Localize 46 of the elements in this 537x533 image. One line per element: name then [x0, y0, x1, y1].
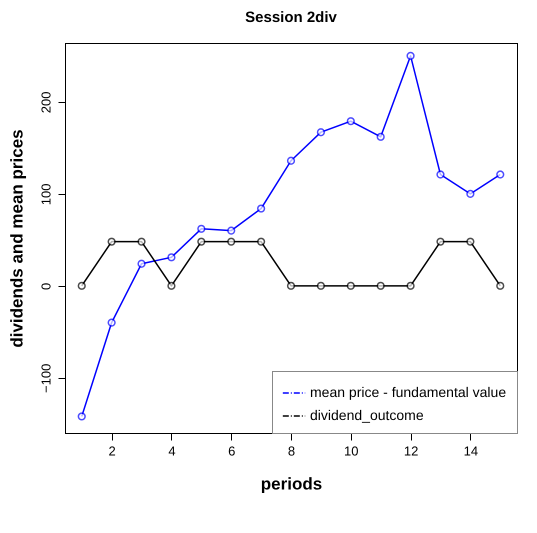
x-tick-label: 12 — [404, 444, 418, 458]
point — [167, 253, 176, 262]
point — [167, 282, 176, 290]
point — [406, 52, 415, 60]
point — [376, 132, 385, 141]
point — [197, 238, 206, 246]
point — [436, 170, 445, 179]
point — [346, 117, 355, 126]
point — [78, 412, 86, 421]
point — [257, 238, 266, 246]
y-tick-label: 200 — [38, 92, 54, 114]
point — [436, 238, 445, 246]
point — [108, 318, 116, 327]
y-tick-label: −100 — [38, 364, 54, 393]
x-tick-label: 6 — [228, 444, 236, 458]
point — [346, 282, 355, 290]
point — [496, 170, 504, 179]
y-tick-label: 100 — [38, 183, 54, 206]
point — [406, 282, 415, 290]
x-axis-title: periods — [260, 474, 322, 494]
point — [466, 238, 474, 246]
point — [137, 260, 146, 268]
chart-title: Session 2div — [245, 9, 338, 26]
point — [137, 238, 146, 246]
point — [227, 238, 236, 246]
legend-label: dividend_outcome — [310, 407, 424, 423]
point — [316, 282, 325, 290]
legend-label: mean price - fundamental value — [310, 384, 506, 400]
x-tick-label: 10 — [344, 444, 359, 458]
y-tick-label: 0 — [38, 282, 54, 290]
point — [376, 282, 385, 290]
point — [227, 226, 236, 235]
y-axis-title: dividends and mean prices — [8, 129, 26, 348]
point — [257, 204, 266, 213]
point — [197, 224, 206, 233]
point — [286, 156, 296, 165]
point — [496, 282, 504, 290]
x-tick-label: 2 — [108, 444, 116, 458]
point — [466, 190, 474, 198]
point — [286, 282, 296, 290]
point — [316, 128, 325, 136]
x-tick-label: 8 — [288, 444, 296, 458]
point — [108, 238, 116, 246]
x-tick-label: 4 — [168, 444, 176, 458]
point — [78, 282, 86, 290]
x-tick-label: 14 — [464, 444, 478, 458]
